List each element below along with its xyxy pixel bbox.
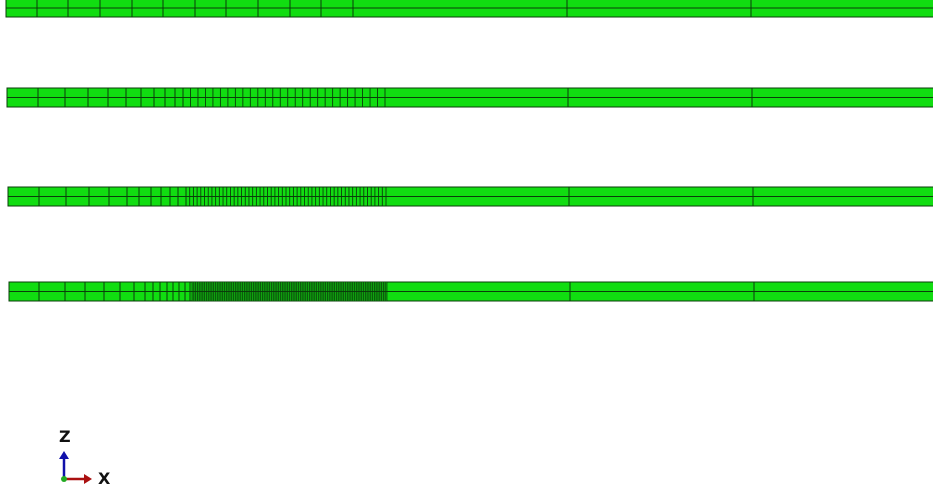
mesh-level-3 — [7, 186, 933, 207]
x-axis-label: X — [98, 469, 111, 488]
triad-icon: Z X — [59, 427, 111, 488]
z-axis-label: Z — [59, 427, 71, 446]
mesh-level-1 — [5, 0, 933, 18]
y-axis-dot — [61, 476, 67, 482]
mesh-level-2 — [6, 87, 933, 108]
coordinate-triad: Z X — [50, 425, 130, 490]
mesh-level-4 — [8, 281, 933, 302]
dense-mesh-shade — [192, 283, 387, 300]
x-axis-arrowhead — [84, 474, 92, 484]
z-axis-arrowhead — [59, 451, 69, 459]
